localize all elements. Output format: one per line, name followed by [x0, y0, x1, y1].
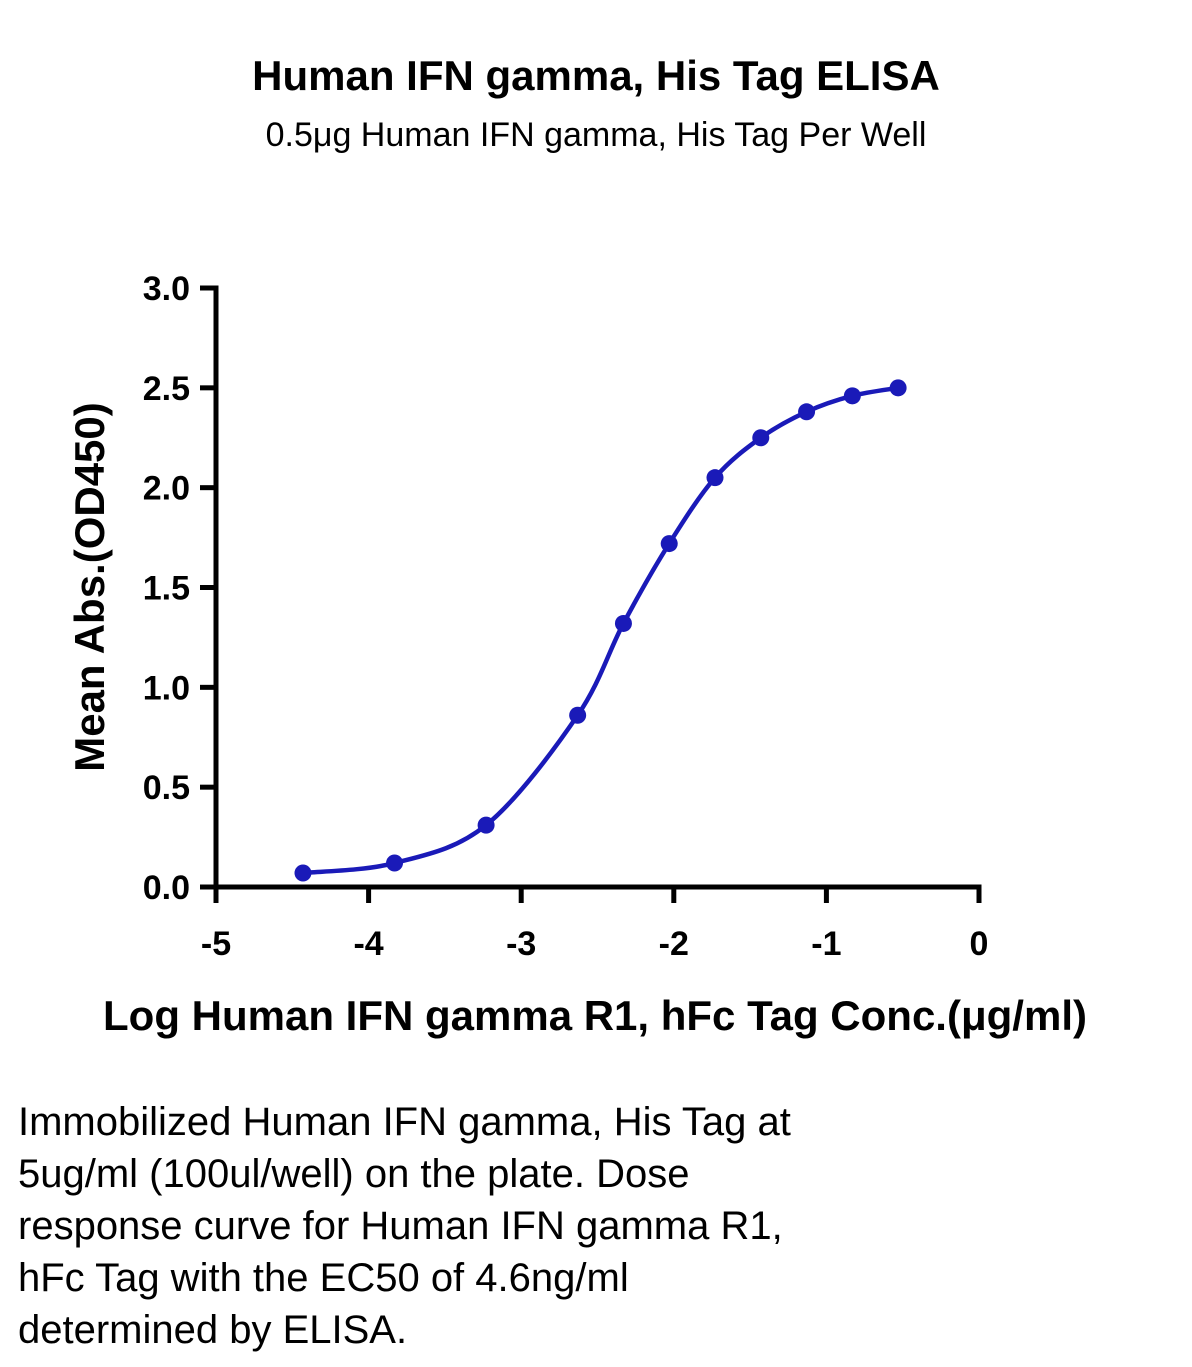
y-tick-label: 3.0: [143, 270, 190, 308]
x-tick-label: -3: [506, 925, 536, 963]
data-points-layer: [294, 379, 907, 882]
data-point: [294, 864, 312, 882]
data-point: [889, 379, 907, 397]
figure-caption: Immobilized Human IFN gamma, His Tag at …: [18, 1100, 791, 1352]
data-point: [386, 854, 404, 872]
y-tick-label: 1.0: [143, 669, 190, 707]
x-tick-label: -1: [811, 925, 841, 963]
data-point: [477, 816, 495, 834]
data-point: [614, 614, 632, 632]
axis-labels-layer: -5 -4 -3 -2 -1 0 0.0 0.5 1.0 1.5 2.0 2.5 3.0 Log Huma…: [66, 270, 1087, 1039]
elisa-chart: -5 -4 -3 -2 -1 0 0.0 0.5 1.0 1.5 2.0 2.5 3.0 Log Huma…: [66, 270, 1087, 1039]
data-point: [706, 469, 724, 487]
chart-title: Human IFN gamma, His Tag ELISA: [252, 52, 940, 99]
fit-curve: [302, 385, 899, 876]
x-tick-label: 0: [970, 925, 989, 963]
data-point: [660, 535, 678, 553]
data-point: [752, 429, 770, 447]
axes: [200, 285, 982, 903]
y-tick-label: 0.5: [143, 769, 190, 807]
data-point: [798, 403, 816, 421]
x-tick-label: -4: [353, 925, 383, 963]
x-tick-label: -5: [201, 925, 231, 963]
x-axis-label: Log Human IFN gamma R1, hFc Tag Conc.(μg…: [103, 992, 1087, 1039]
y-axis-label: Mean Abs.(OD450): [66, 402, 113, 772]
x-tick-label: -2: [659, 925, 689, 963]
y-tick-label: 0.0: [143, 869, 190, 907]
data-point: [569, 706, 587, 724]
fit-curve-layer: [302, 385, 899, 876]
chart-subtitle: 0.5μg Human IFN gamma, His Tag Per Well: [265, 116, 927, 154]
y-tick-label: 1.5: [143, 570, 190, 608]
y-tick-label: 2.0: [143, 470, 190, 508]
y-tick-label: 2.5: [143, 370, 190, 408]
data-point: [843, 387, 861, 405]
